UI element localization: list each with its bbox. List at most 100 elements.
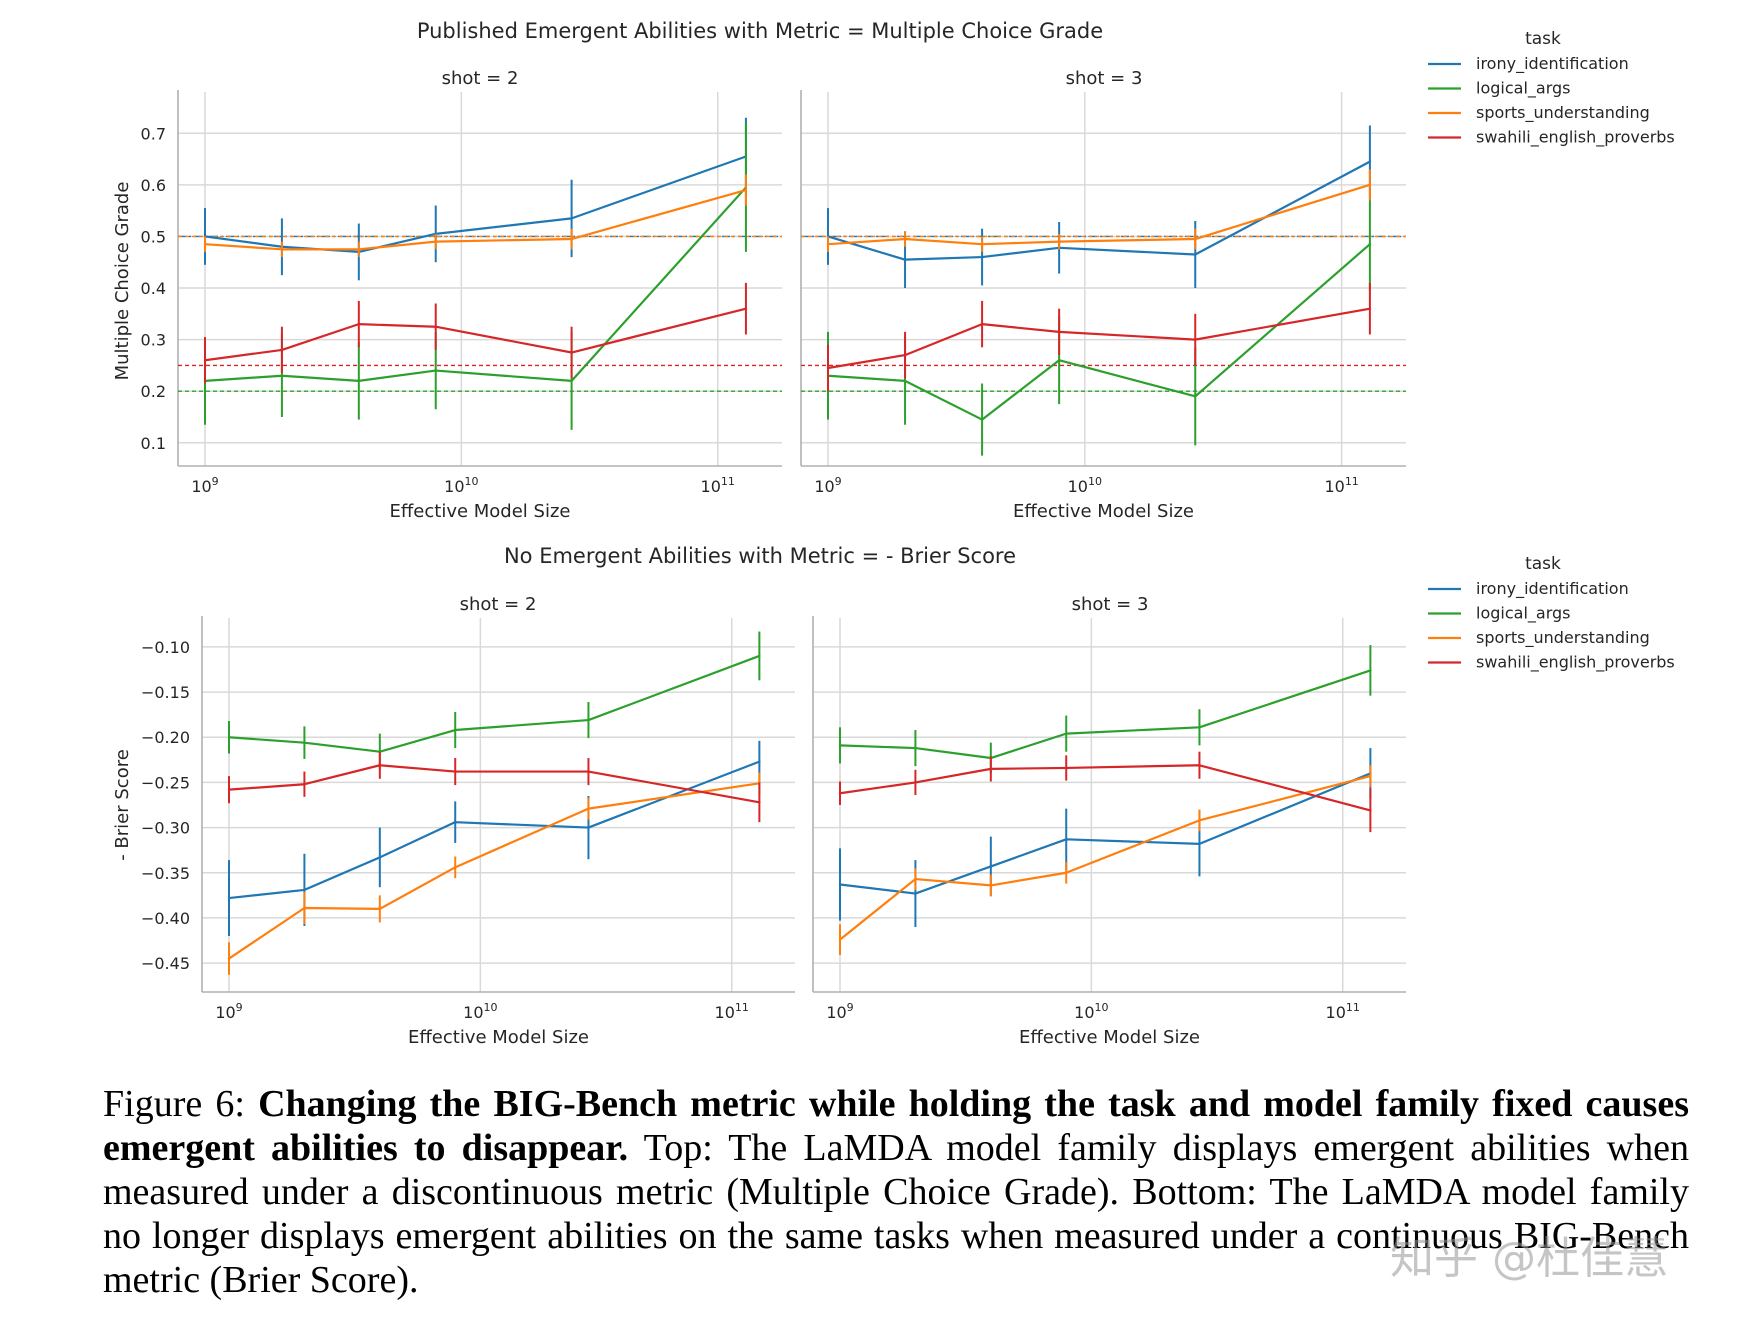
data-point [434, 325, 437, 328]
data-point [758, 654, 761, 658]
x-tick-label: 109 [826, 1001, 853, 1022]
data-point [1194, 237, 1197, 241]
data-point [570, 351, 573, 354]
y-axis-label: - Brier Score [112, 749, 133, 861]
x-tick-exponent: 11 [1346, 1001, 1360, 1014]
data-point [980, 242, 984, 246]
data-point [903, 353, 907, 357]
data-point [1057, 330, 1061, 334]
x-tick-exponent: 11 [721, 475, 735, 488]
legend-label: irony_identification [1476, 579, 1629, 599]
series-swahili_english_proverbs [826, 282, 1372, 392]
series-line [204, 186, 747, 382]
series-sports_understanding [227, 772, 761, 975]
data-point [989, 865, 993, 868]
x-tick-exponent: 9 [847, 1001, 854, 1014]
panel-subtitle: shot = 2 [442, 68, 519, 89]
y-axis-label: Multiple Choice Grade [112, 182, 133, 381]
data-point [838, 792, 842, 795]
legend-title: task [1525, 554, 1561, 574]
series-irony_identification [203, 117, 748, 281]
data-point [280, 248, 284, 251]
y-tick-label: −0.30 [141, 819, 190, 838]
series-line [228, 760, 760, 900]
data-point [914, 746, 917, 750]
y-tick-label: 0.3 [141, 331, 166, 350]
data-point [838, 938, 842, 941]
series-logical_args [838, 645, 1372, 774]
y-tick-label: 0.7 [141, 124, 166, 143]
data-point [1057, 359, 1061, 362]
x-tick-exponent: 11 [735, 1001, 749, 1014]
data-point [1065, 766, 1068, 770]
series-swahili_english_proverbs [203, 282, 748, 384]
series-line [827, 307, 1371, 370]
y-tick-label: −0.25 [141, 773, 190, 792]
data-point [280, 374, 284, 377]
data-point [1369, 774, 1372, 778]
data-point [378, 764, 382, 767]
data-point [587, 807, 590, 810]
data-point [203, 359, 207, 362]
data-point [570, 237, 573, 241]
data-point [758, 760, 761, 763]
x-tick-exponent: 9 [236, 1001, 243, 1014]
data-point [227, 736, 231, 739]
x-tick-label: 1010 [1068, 475, 1102, 496]
data-point [838, 744, 842, 747]
y-tick-label: −0.20 [141, 728, 190, 747]
x-tick-exponent: 11 [1345, 475, 1359, 488]
data-point [203, 242, 207, 246]
data-point [914, 892, 917, 895]
data-point [914, 877, 917, 881]
data-point [980, 255, 984, 259]
series-swahili_english_proverbs [227, 751, 761, 823]
data-point [1369, 809, 1372, 812]
data-point [744, 188, 748, 192]
x-tick-label: 1011 [1324, 475, 1358, 496]
data-point [1194, 395, 1197, 398]
series-line [204, 307, 747, 362]
x-tick-label: 1010 [444, 475, 478, 496]
series-line [228, 654, 760, 753]
chart-2: No Emergent Abilities with Metric = - Br… [112, 544, 1675, 1048]
x-tick-exponent: 9 [212, 475, 219, 488]
data-point [903, 237, 907, 241]
y-tick-label: 0.6 [141, 176, 166, 195]
series-swahili_english_proverbs [838, 751, 1372, 833]
data-point [227, 788, 231, 791]
data-point [1198, 726, 1201, 729]
data-point [227, 896, 231, 900]
series-logical_args [227, 631, 761, 770]
series-irony_identification [227, 740, 761, 936]
y-tick-label: 0.2 [141, 382, 166, 401]
data-point [758, 801, 761, 804]
data-point [570, 379, 573, 383]
data-point [1368, 242, 1372, 246]
series-sports_understanding [203, 174, 748, 258]
data-point [1065, 732, 1068, 735]
data-point [989, 767, 993, 771]
data-point [1198, 842, 1201, 846]
data-point [903, 379, 907, 383]
figure-caption: Figure 6: Changing the BIG-Bench metric … [103, 1082, 1689, 1302]
caption-label: Figure 6: [103, 1083, 259, 1125]
data-point [980, 418, 984, 421]
legend-label: logical_args [1476, 604, 1570, 624]
legend-label: sports_understanding [1476, 628, 1650, 648]
data-point [454, 820, 457, 824]
data-point [1369, 669, 1372, 672]
y-tick-label: 0.5 [141, 227, 166, 246]
data-point [744, 307, 748, 310]
data-point [989, 884, 993, 887]
data-point [303, 906, 306, 910]
data-point [1194, 253, 1197, 256]
x-tick-exponent: 10 [1088, 475, 1102, 488]
x-tick-base: 10 [215, 1003, 235, 1022]
data-point [826, 242, 830, 246]
data-point [1198, 764, 1201, 767]
panel-subtitle: shot = 3 [1066, 68, 1143, 89]
x-tick-label: 109 [191, 475, 218, 496]
panel-1: 109 1010 1011−0.10−0.15−0.20−0.25−0.30−0.3… [141, 594, 795, 1048]
